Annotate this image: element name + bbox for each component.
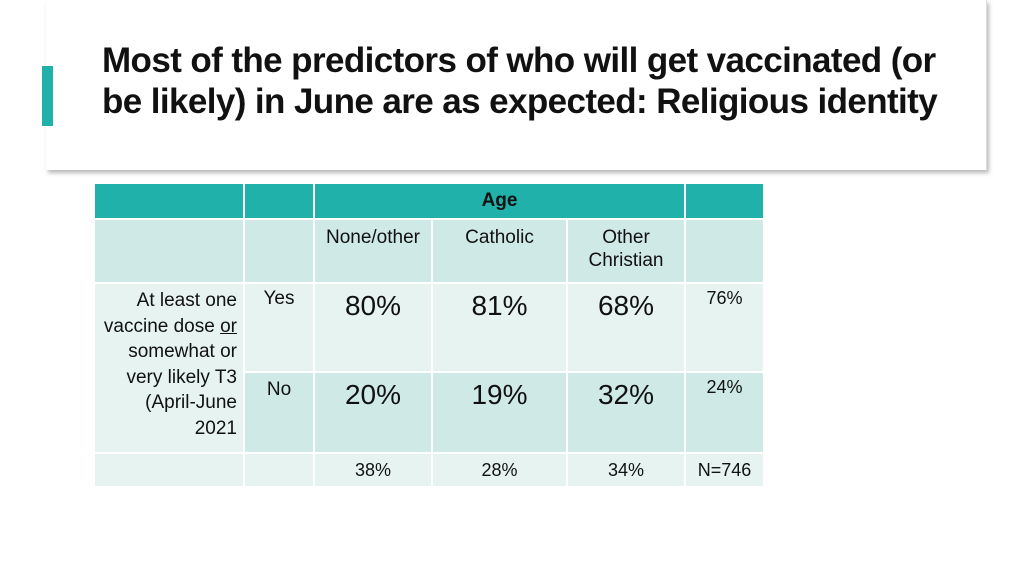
row-total: 76% — [684, 282, 766, 373]
column-total: 34% — [565, 452, 687, 488]
column-total: 38% — [313, 452, 433, 488]
table-header-row: Age — [93, 182, 766, 220]
cell-value: 20% — [313, 371, 433, 454]
column-total: 28% — [431, 452, 568, 488]
sub-cell-empty — [93, 218, 245, 284]
row-label-part1: At least one vaccine dose — [103, 290, 237, 337]
row-total: 24% — [684, 371, 766, 454]
accent-bar — [42, 66, 53, 126]
sub-cell-empty — [684, 218, 766, 284]
results-table: Age None/other Catholic Other Christian … — [93, 182, 766, 488]
column-label: Other Christian — [565, 218, 687, 284]
totals-cell-empty — [93, 452, 245, 488]
header-cell-empty — [243, 182, 315, 220]
sub-cell-empty — [243, 218, 315, 284]
row-label-part3: somewhat or very likely T3 (April-June 2… — [126, 341, 237, 439]
totals-cell-empty — [243, 452, 315, 488]
column-label: Catholic — [431, 218, 568, 284]
header-cell-empty — [93, 182, 245, 220]
totals-row: 38% 28% 34% N=746 — [93, 452, 766, 488]
table-row: No 20% 19% 32% 24% — [94, 371, 766, 454]
age-header: Age — [312, 182, 687, 220]
cell-value: 80% — [313, 282, 433, 373]
row-label-or: or — [220, 315, 237, 337]
yes-label: Yes — [243, 282, 315, 373]
table-row: At least one vaccine dose or somewhat or… — [93, 282, 766, 454]
column-labels-row: None/other Catholic Other Christian — [93, 218, 766, 284]
cell-value: 81% — [431, 282, 568, 373]
row-label: At least one vaccine dose or somewhat or… — [93, 282, 245, 454]
cell-value: 19% — [431, 371, 568, 454]
header-cell-empty — [684, 182, 766, 220]
column-label: None/other — [313, 218, 433, 284]
cell-value: 32% — [565, 371, 687, 454]
sample-size: N=746 — [684, 452, 766, 488]
no-label: No — [243, 371, 315, 454]
cell-value: 68% — [565, 282, 687, 373]
title-box — [46, 0, 987, 170]
slide-title: Most of the predictors of who will get v… — [102, 41, 938, 121]
